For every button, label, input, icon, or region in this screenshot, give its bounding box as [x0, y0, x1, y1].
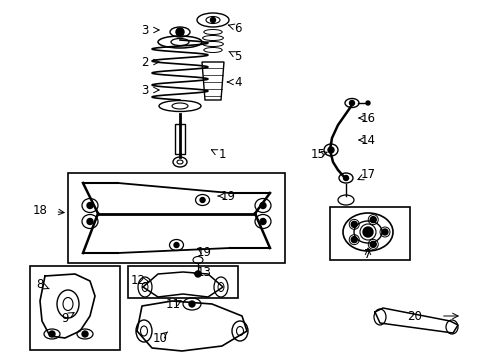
- Circle shape: [87, 202, 93, 208]
- Text: 3: 3: [141, 23, 148, 36]
- Bar: [68, 173, 285, 263]
- Bar: [30, 266, 120, 350]
- Circle shape: [260, 219, 266, 225]
- Circle shape: [382, 229, 388, 235]
- Text: 17: 17: [361, 168, 375, 181]
- Text: 7: 7: [364, 248, 372, 261]
- Text: 1: 1: [218, 148, 226, 162]
- Text: 13: 13: [196, 266, 212, 279]
- Circle shape: [82, 331, 88, 337]
- Circle shape: [49, 331, 55, 337]
- Circle shape: [370, 217, 376, 222]
- Circle shape: [351, 221, 357, 228]
- Text: 11: 11: [166, 298, 180, 311]
- Bar: [175, 124, 185, 154]
- Text: 8: 8: [36, 279, 44, 292]
- Circle shape: [363, 227, 373, 237]
- Text: 3: 3: [141, 84, 148, 96]
- Circle shape: [195, 271, 201, 277]
- Text: 20: 20: [408, 310, 422, 323]
- Text: 2: 2: [141, 55, 149, 68]
- Text: 14: 14: [361, 134, 375, 147]
- Circle shape: [366, 101, 370, 105]
- Text: 16: 16: [361, 112, 375, 125]
- Text: 15: 15: [311, 148, 325, 162]
- Text: 10: 10: [152, 332, 168, 345]
- Circle shape: [87, 219, 93, 225]
- Bar: [330, 207, 410, 260]
- Circle shape: [370, 241, 376, 247]
- Circle shape: [260, 202, 266, 208]
- Circle shape: [211, 18, 216, 22]
- Circle shape: [351, 237, 357, 243]
- Text: 5: 5: [234, 49, 242, 63]
- Text: 9: 9: [61, 311, 69, 324]
- Circle shape: [200, 198, 205, 202]
- Circle shape: [189, 301, 195, 307]
- Text: 4: 4: [234, 76, 242, 89]
- Circle shape: [176, 28, 184, 36]
- Circle shape: [343, 175, 348, 180]
- Text: 6: 6: [234, 22, 242, 35]
- Circle shape: [174, 243, 179, 248]
- Circle shape: [349, 100, 354, 105]
- Text: 19: 19: [220, 189, 236, 202]
- Text: 12: 12: [130, 274, 146, 287]
- Text: 19: 19: [196, 246, 212, 258]
- Bar: [128, 266, 238, 298]
- Text: 18: 18: [32, 203, 48, 216]
- Circle shape: [328, 147, 334, 153]
